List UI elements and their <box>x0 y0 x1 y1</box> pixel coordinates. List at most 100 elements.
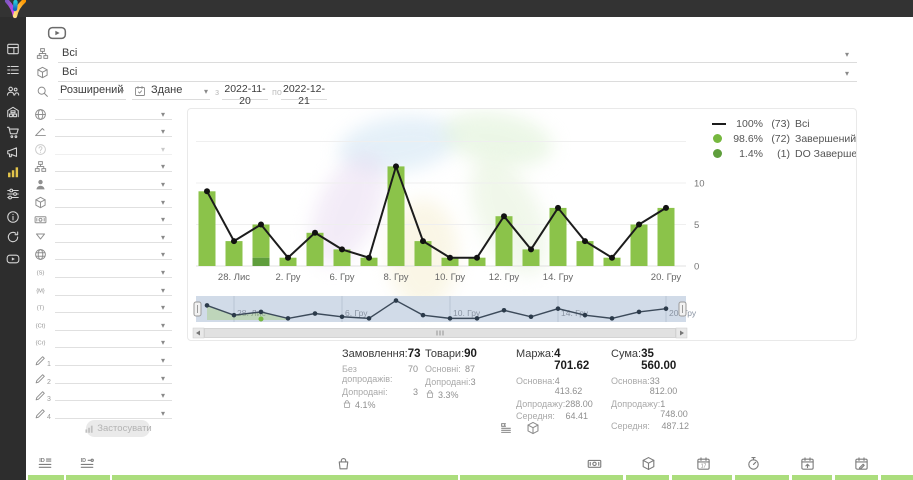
sidebar-item-warehouse[interactable] <box>6 105 20 119</box>
line-point[interactable] <box>663 204 669 211</box>
line-point[interactable] <box>312 229 318 236</box>
line-point[interactable] <box>582 238 588 245</box>
filter-select-person-pin[interactable]: ▾ <box>34 174 172 192</box>
filter-select-pencil4[interactable]: 4 ▾ <box>34 403 172 421</box>
bar-completed[interactable] <box>225 241 243 266</box>
line-point[interactable] <box>609 254 615 261</box>
filter-select-s[interactable]: {S} ▾ <box>34 262 172 280</box>
category-filter-value: Всі <box>62 47 78 59</box>
filter-select-globe-grid[interactable]: ▾ <box>34 245 172 263</box>
sidebar-item-dashboard[interactable] <box>6 42 20 56</box>
column-header-id-lines[interactable]: ID <box>38 456 53 471</box>
view-toggle-package[interactable] <box>526 421 540 435</box>
legend-item[interactable]: 100% (73) Всі <box>712 117 856 130</box>
filter-select-ct[interactable]: {Ct} ▾ <box>34 315 172 333</box>
filter-select-m[interactable]: {M} ▾ <box>34 280 172 298</box>
sidebar-item-sliders[interactable] <box>6 187 20 201</box>
scrollbar-left-arrow[interactable] <box>192 327 205 339</box>
column-header-calendar-17[interactable]: 17 <box>696 456 711 471</box>
line-point[interactable] <box>420 238 426 245</box>
line-point[interactable] <box>204 188 210 195</box>
category-filter-select[interactable]: Всі ▾ <box>36 47 857 63</box>
chart-card: 100% (73) Всі 98.6% (72) Завершений 1.4% (1) DO … <box>187 108 857 341</box>
line-point[interactable] <box>285 254 291 261</box>
bar-completed[interactable] <box>576 241 594 266</box>
sidebar-item-megaphone[interactable] <box>6 145 20 159</box>
bar-completed[interactable] <box>333 249 351 266</box>
date-type-select[interactable]: Здане ▾ <box>132 83 210 100</box>
filter-select-cr[interactable]: {Cr} ▾ <box>34 333 172 351</box>
bar-completed[interactable] <box>441 257 459 266</box>
bar-completed[interactable] <box>198 191 216 266</box>
bar-completed[interactable] <box>414 241 432 266</box>
filter-select-pencil2[interactable]: 2 ▾ <box>34 368 172 386</box>
column-header-bag[interactable] <box>336 456 351 471</box>
filter-select-ruler[interactable]: ▾ <box>34 122 172 140</box>
line-point[interactable] <box>366 254 372 261</box>
date-from-input[interactable]: 2022-11-20 <box>222 83 268 107</box>
column-header-banknote[interactable] <box>587 456 602 471</box>
sidebar-item-sync[interactable] <box>6 230 20 244</box>
stat-title: Сума: <box>611 348 642 360</box>
scrollbar-right-arrow[interactable] <box>675 327 688 339</box>
legend-item[interactable]: 98.6% (72) Завершений <box>712 132 856 145</box>
filter-select-pencil1[interactable]: 1 ▾ <box>34 350 172 368</box>
bar-completed[interactable] <box>603 257 621 266</box>
sidebar-item-users[interactable] <box>6 84 20 98</box>
line-point[interactable] <box>339 246 345 253</box>
filter-select-t[interactable]: {T} ▾ <box>34 298 172 316</box>
line-point[interactable] <box>555 204 561 211</box>
filter-select-question[interactable]: ▾ <box>34 139 172 157</box>
line-point[interactable] <box>258 221 264 228</box>
legend-item[interactable]: 1.4% (1) DO Завершено <box>712 147 856 160</box>
sidebar-item-orders-list[interactable] <box>6 63 20 77</box>
svg-text:8. Гру: 8. Гру <box>383 272 408 283</box>
bar-completed[interactable] <box>387 166 405 266</box>
video-help-button[interactable] <box>45 23 69 40</box>
column-header-timer[interactable] <box>746 456 761 471</box>
sidebar-item-video[interactable] <box>6 252 20 266</box>
brush-handle-left[interactable] <box>193 301 202 317</box>
bar-completed[interactable] <box>279 257 297 266</box>
bar-completed[interactable] <box>468 257 486 266</box>
line-point[interactable] <box>528 246 534 253</box>
date-to-input[interactable]: 2022-12-21 <box>281 83 327 107</box>
filter-select-banknote[interactable]: ▾ <box>34 210 172 228</box>
line-point[interactable] <box>636 221 642 228</box>
apply-button[interactable]: Застосувати <box>85 420 152 437</box>
filter-select-sitemap[interactable]: ▾ <box>34 157 172 175</box>
filter-select-package[interactable]: ▾ <box>34 192 172 210</box>
column-header-calendar-up[interactable] <box>800 456 815 471</box>
column-header-id-o-lines[interactable]: ID <box>80 456 95 471</box>
brand-logo-icon[interactable] <box>4 0 28 19</box>
line-point[interactable] <box>231 238 237 245</box>
bar-completed[interactable] <box>630 224 648 267</box>
brush-handle-right[interactable] <box>678 301 687 317</box>
sidebar-item-cart[interactable] <box>6 125 20 139</box>
view-toggle-list-stats[interactable] <box>499 421 513 435</box>
product-filter-select[interactable]: Всі ▾ <box>36 66 857 82</box>
bar-completed[interactable] <box>360 257 378 266</box>
search-mode-select[interactable]: Розширений ▾ <box>58 83 126 100</box>
filter-select-globe[interactable]: ▾ <box>34 104 172 122</box>
line-point[interactable] <box>447 254 453 261</box>
filter-select-funnel[interactable]: ▾ <box>34 227 172 245</box>
sidebar-item-analytics[interactable] <box>6 165 20 179</box>
bar-completed[interactable] <box>252 224 270 258</box>
line-point[interactable] <box>501 213 507 220</box>
brush-scrollbar[interactable] <box>192 327 688 339</box>
filter-select-pencil3[interactable]: 3 ▾ <box>34 386 172 403</box>
bar-completed[interactable] <box>522 249 540 266</box>
sidebar-item-info[interactable] <box>6 210 20 224</box>
bar-completed[interactable] <box>657 207 675 266</box>
filter-underline <box>55 188 172 190</box>
bar-completed[interactable] <box>549 207 567 266</box>
column-header-package[interactable] <box>641 456 656 471</box>
bar-completed[interactable] <box>495 216 513 266</box>
bar-completed[interactable] <box>306 232 324 266</box>
bar-do-completed[interactable] <box>252 257 270 266</box>
line-point[interactable] <box>393 163 399 170</box>
column-header-calendar-edit[interactable] <box>854 456 869 471</box>
caret-down-icon: ▾ <box>160 338 165 348</box>
line-point[interactable] <box>474 254 480 261</box>
